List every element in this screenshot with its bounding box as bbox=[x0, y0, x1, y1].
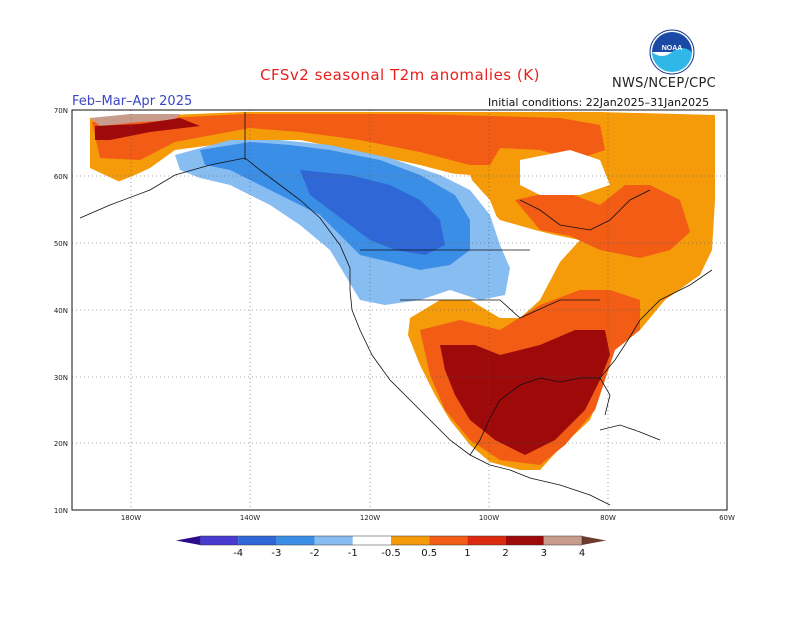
lon-labels: 180W 140W 120W 100W 80W 60W bbox=[121, 514, 735, 522]
colorbar-low-arrow bbox=[176, 536, 200, 545]
field-red-hudson bbox=[515, 185, 690, 258]
initial-conditions: Initial conditions: 22Jan2025–31Jan2025 bbox=[488, 96, 710, 109]
map-title: CFSv2 seasonal T2m anomalies (K) bbox=[260, 66, 540, 84]
lat-label: 70N bbox=[54, 107, 68, 115]
lat-label: 50N bbox=[54, 240, 68, 248]
colorbar-tick-label: 3 bbox=[541, 548, 547, 559]
colorbar-segment bbox=[352, 536, 391, 545]
anomaly-field bbox=[90, 112, 715, 470]
colorbar-segment bbox=[238, 536, 277, 545]
field-brown-alaska bbox=[90, 114, 180, 126]
lat-label: 20N bbox=[54, 440, 68, 448]
lon-label: 100W bbox=[479, 514, 499, 522]
colorbar-segment bbox=[429, 536, 468, 545]
season-label: Feb–Mar–Apr 2025 bbox=[72, 94, 193, 109]
field-red-north bbox=[92, 114, 605, 165]
lon-label: 60W bbox=[719, 514, 735, 522]
lat-labels: 70N 60N 50N 40N 30N 20N 10N bbox=[54, 107, 68, 515]
lat-label: 40N bbox=[54, 307, 68, 315]
map-frame bbox=[71, 109, 728, 511]
colorbar: -4 -3 -2 -1 -0.5 0.5 1 2 3 4 bbox=[176, 535, 606, 559]
colorbar-tick-label: -3 bbox=[271, 548, 281, 559]
colorbar-segment bbox=[314, 536, 353, 545]
organization: NWS/NCEP/CPC bbox=[612, 76, 717, 91]
field-darkblue bbox=[300, 170, 445, 255]
logo-text: NOAA bbox=[662, 45, 683, 52]
colorbar-segment bbox=[391, 536, 430, 545]
noaa-logo: NOAA bbox=[649, 29, 695, 75]
colorbar-high-arrow bbox=[582, 536, 606, 545]
colorbar-tick-label: 0.5 bbox=[421, 548, 437, 559]
colorbar-tick-label: -0.5 bbox=[381, 548, 401, 559]
colorbar-tick-label: -1 bbox=[348, 548, 358, 559]
colorbar-segment bbox=[200, 536, 239, 545]
colorbar-tick-label: -2 bbox=[310, 548, 320, 559]
lon-label: 140W bbox=[240, 514, 260, 522]
field-darkred-alaska bbox=[95, 118, 200, 140]
colorbar-tick-label: -4 bbox=[233, 548, 243, 559]
colorbar-segment bbox=[505, 536, 544, 545]
colorbar-tick-label: 4 bbox=[579, 548, 585, 559]
field-darkred-south bbox=[440, 330, 610, 455]
graticule bbox=[72, 110, 727, 510]
colorbar-segment bbox=[543, 536, 582, 545]
lat-label: 30N bbox=[54, 374, 68, 382]
lon-label: 180W bbox=[121, 514, 141, 522]
lon-label: 80W bbox=[600, 514, 616, 522]
colorbar-tick-label: 2 bbox=[502, 548, 508, 559]
colorbar-segment bbox=[276, 536, 315, 545]
colorbar-outline bbox=[199, 535, 583, 546]
lat-label: 10N bbox=[54, 507, 68, 515]
colorbar-tick-label: 1 bbox=[464, 548, 470, 559]
colorbar-segment bbox=[467, 536, 506, 545]
field-white-arctic bbox=[520, 150, 610, 195]
lat-label: 60N bbox=[54, 173, 68, 181]
coastlines bbox=[79, 112, 713, 506]
lon-label: 120W bbox=[360, 514, 380, 522]
